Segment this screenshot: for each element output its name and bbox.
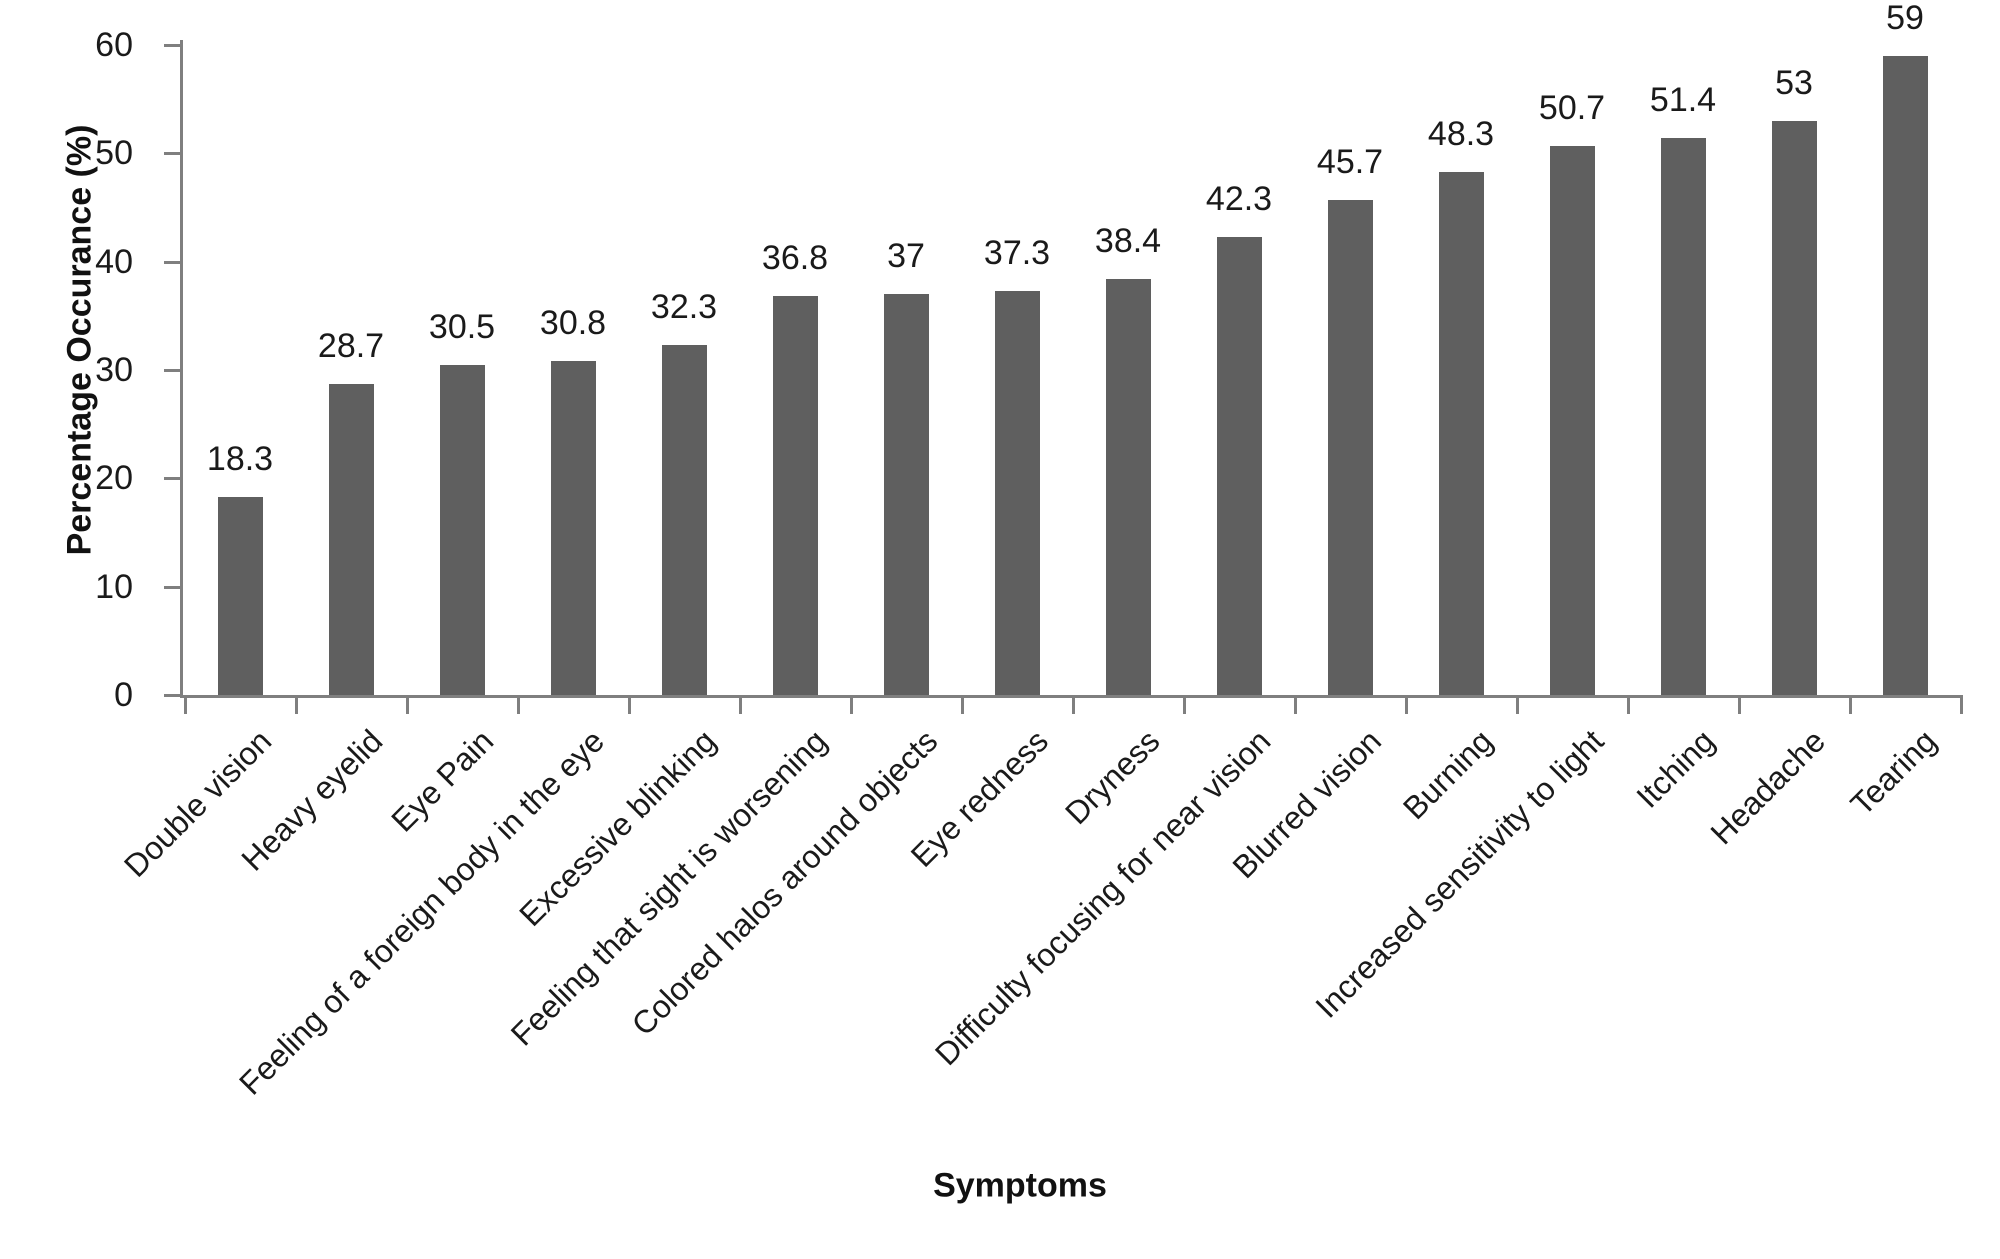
y-tick-label: 30: [95, 351, 133, 389]
x-axis-line: [180, 695, 1963, 698]
bar-value-label: 32.3: [650, 288, 718, 326]
x-tick-mark: [627, 698, 631, 714]
bar-value-label: 30.5: [428, 308, 496, 346]
y-tick-label: 0: [114, 676, 133, 714]
category-label: Excessive blinking: [511, 722, 723, 934]
bar-value-label: 45.7: [1316, 143, 1384, 181]
y-tick-mark: [164, 477, 180, 481]
y-tick-label: 50: [95, 134, 133, 173]
y-tick-mark: [164, 369, 180, 372]
bar-value-label: 37.3: [983, 234, 1051, 272]
bar: [772, 296, 818, 695]
x-tick-mark: [738, 698, 742, 714]
bar-value-label: 51.4: [1649, 81, 1717, 119]
bar-value-label: 53: [1775, 64, 1813, 102]
category-label: Dryness: [1057, 722, 1167, 832]
category-label: Tearing: [1843, 722, 1944, 823]
bar-value-label: 48.3: [1427, 115, 1495, 153]
category-label: Headache: [1703, 722, 1833, 852]
bar: [1549, 146, 1595, 695]
x-tick-mark: [1404, 698, 1408, 714]
bar: [1882, 56, 1928, 695]
bar-value-label: 59: [1886, 0, 1924, 37]
y-tick-mark: [164, 260, 180, 264]
y-tick-label: 20: [95, 459, 133, 498]
bar-value-label: 36.8: [761, 239, 829, 277]
y-tick-label: 60: [95, 26, 133, 64]
category-label: Burning: [1395, 722, 1500, 827]
x-tick-mark: [1737, 698, 1741, 714]
x-tick-mark: [183, 698, 187, 714]
y-tick-mark: [164, 152, 180, 156]
bar: [1660, 138, 1706, 695]
x-tick-mark: [1293, 698, 1297, 714]
x-tick-mark: [294, 698, 298, 714]
bar-value-label: 38.4: [1094, 222, 1162, 260]
y-tick-label: 40: [95, 242, 133, 281]
y-tick-mark: [164, 44, 180, 47]
x-tick-mark: [405, 698, 409, 714]
category-label: Itching: [1629, 722, 1722, 815]
bar: [994, 291, 1040, 695]
bar: [1771, 121, 1817, 695]
x-axis-title: Symptoms: [933, 1166, 1107, 1205]
y-axis-line: [180, 40, 183, 698]
bar-value-label: 42.3: [1205, 180, 1273, 218]
bar-value-label: 18.3: [206, 440, 274, 478]
bar: [217, 497, 263, 695]
y-tick-mark: [164, 585, 180, 589]
x-tick-mark: [1626, 698, 1630, 714]
bar: [883, 294, 929, 695]
x-tick-mark: [516, 698, 520, 714]
bar: [1216, 237, 1262, 695]
x-tick-mark: [1848, 698, 1852, 714]
x-tick-mark: [960, 698, 964, 714]
bar: [550, 361, 596, 695]
x-tick-mark: [1182, 698, 1186, 714]
x-tick-mark: [1071, 698, 1075, 714]
x-tick-mark: [849, 698, 853, 714]
bar: [1327, 200, 1373, 695]
bar-value-label: 37: [887, 237, 925, 275]
bar-value-label: 50.7: [1538, 89, 1606, 127]
x-tick-mark: [1959, 698, 1963, 714]
x-tick-mark: [1515, 698, 1519, 714]
bar-value-label: 28.7: [317, 327, 385, 365]
bar: [1438, 172, 1484, 695]
bar: [661, 345, 707, 695]
bar: [439, 365, 485, 695]
bar: [1105, 279, 1151, 695]
y-tick-mark: [164, 694, 180, 697]
bar: [328, 384, 374, 695]
y-tick-label: 10: [95, 567, 133, 606]
bar-value-label: 30.8: [539, 304, 607, 342]
